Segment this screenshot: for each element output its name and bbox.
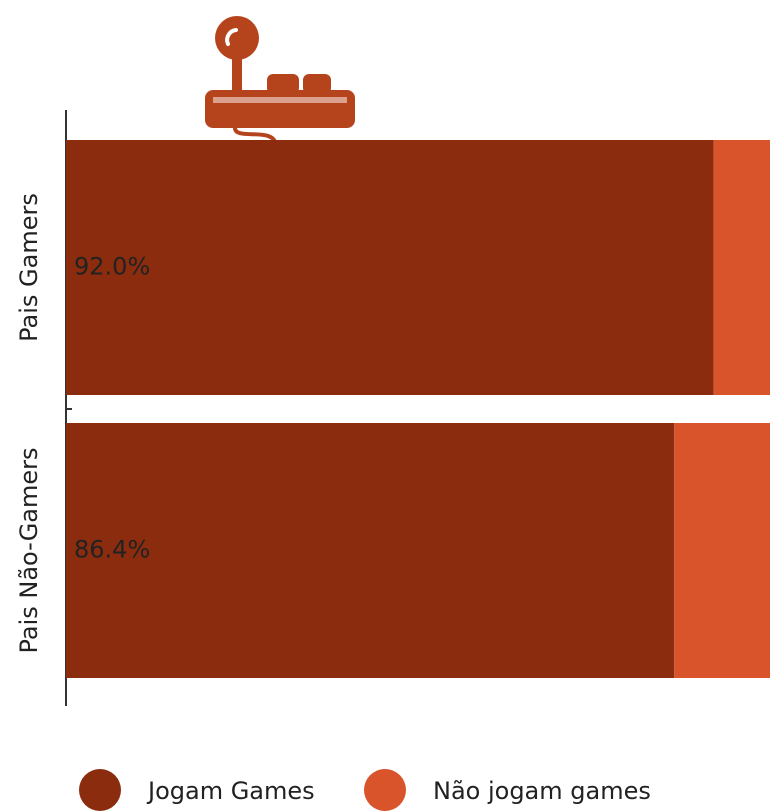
legend-label: Não jogam games: [433, 777, 651, 805]
bar-segment: [66, 140, 714, 395]
legend-swatch: [364, 769, 406, 811]
category-label: Pais Gamers: [15, 193, 43, 342]
legend-swatch: [79, 769, 121, 811]
data-label: 92.0%: [74, 253, 150, 281]
bar-segment: [713, 140, 770, 395]
bar-segment: [674, 423, 770, 678]
data-label: 86.4%: [74, 536, 150, 564]
joystick-icon: [205, 16, 355, 144]
legend-label: Jogam Games: [146, 777, 315, 805]
category-label: Pais Não-Gamers: [15, 447, 43, 653]
bar-segment: [66, 423, 675, 678]
